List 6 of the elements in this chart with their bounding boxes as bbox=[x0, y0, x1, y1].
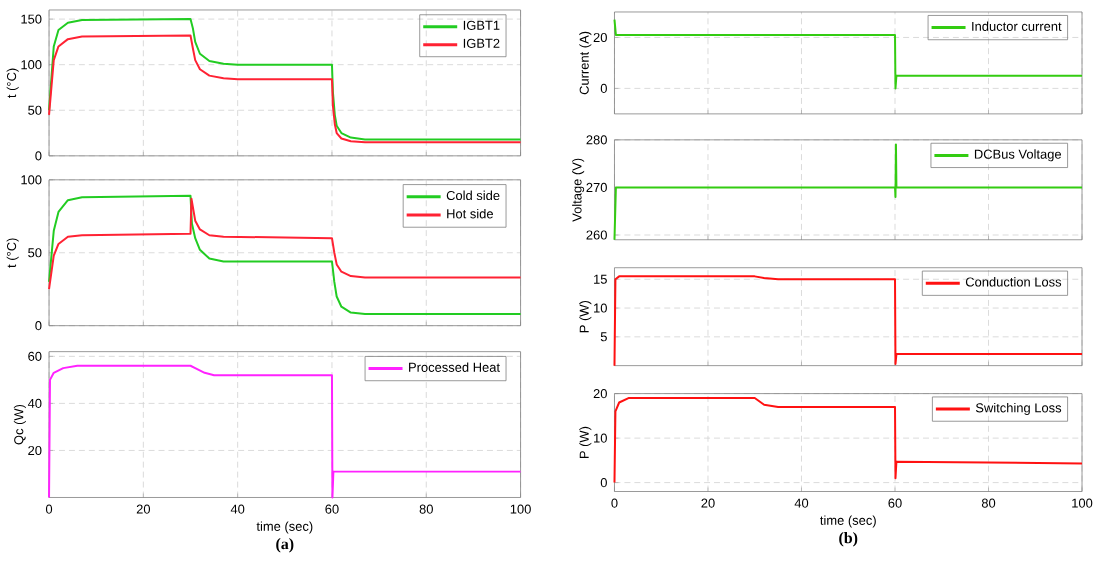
line-series bbox=[613, 18, 1084, 90]
line-series bbox=[48, 198, 522, 291]
line-series bbox=[613, 275, 1084, 367]
line-series bbox=[613, 143, 1084, 242]
line-series bbox=[48, 18, 522, 141]
line-series bbox=[48, 34, 522, 144]
